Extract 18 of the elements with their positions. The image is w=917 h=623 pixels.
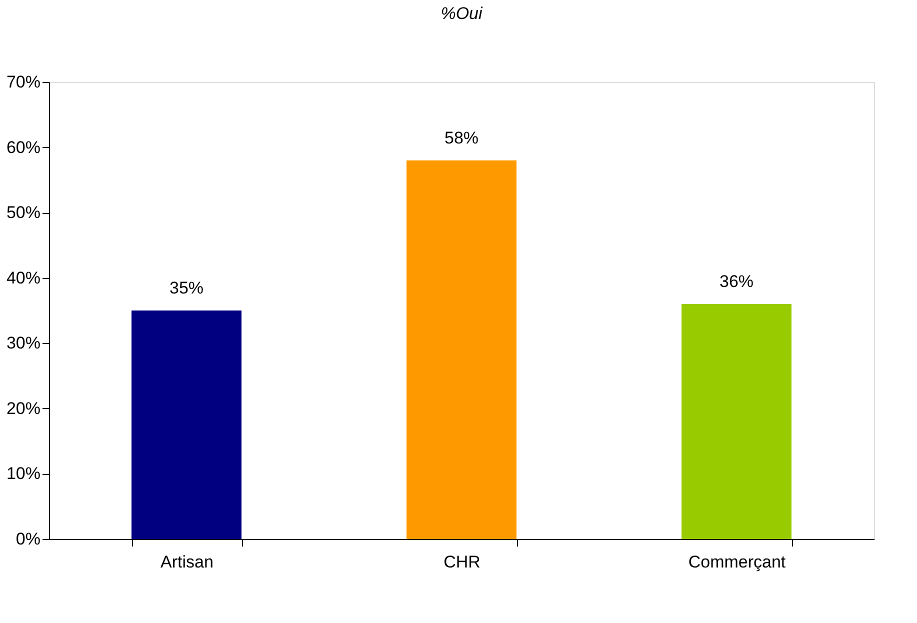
bar bbox=[406, 160, 516, 539]
y-tick-label: 70% bbox=[6, 72, 40, 92]
y-tick-label: 20% bbox=[6, 398, 40, 418]
bar bbox=[132, 310, 242, 539]
x-tick-label: CHR bbox=[444, 552, 480, 572]
x-tick-label: Artisan bbox=[160, 552, 214, 572]
data-label: 35% bbox=[169, 278, 204, 298]
data-label: 58% bbox=[444, 128, 479, 148]
y-tick-label: 10% bbox=[6, 464, 40, 484]
y-tick-label: 50% bbox=[6, 203, 40, 222]
data-label: 36% bbox=[719, 272, 754, 291]
y-tick-label: 30% bbox=[6, 334, 40, 353]
x-tick-label: Commerçant bbox=[688, 552, 786, 572]
y-tick-label: 0% bbox=[16, 530, 40, 548]
chart-title: %Oui bbox=[440, 4, 484, 23]
bar bbox=[682, 304, 792, 539]
y-tick-label: 40% bbox=[6, 268, 40, 288]
y-tick-label: 60% bbox=[6, 138, 40, 157]
